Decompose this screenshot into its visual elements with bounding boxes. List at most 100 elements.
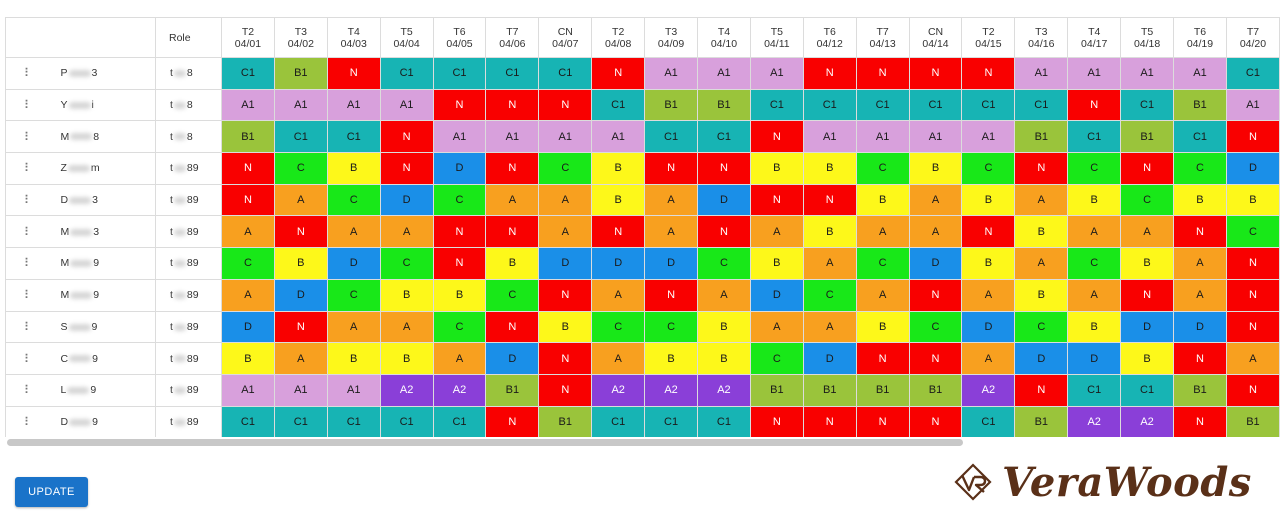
shift-cell[interactable]: A1 — [432, 120, 487, 154]
shift-cell[interactable]: C — [855, 247, 910, 280]
shift-cell[interactable]: C — [961, 152, 1016, 185]
shift-cell[interactable]: C — [273, 152, 328, 185]
shift-cell[interactable]: A1 — [1014, 57, 1069, 90]
shift-cell[interactable]: A1 — [221, 88, 275, 122]
shift-cell[interactable]: N — [485, 405, 540, 437]
shift-cell[interactable]: C1 — [1120, 88, 1175, 122]
shift-cell[interactable]: A — [1173, 278, 1227, 312]
shift-cell[interactable]: B — [485, 247, 540, 280]
shift-cell[interactable]: A1 — [538, 120, 593, 154]
shift-cell[interactable]: A2 — [432, 373, 487, 407]
shift-cell[interactable]: D — [1225, 152, 1280, 185]
shift-cell[interactable]: C — [432, 310, 487, 344]
shift-cell[interactable]: D — [432, 152, 487, 185]
shift-cell[interactable]: B — [538, 310, 593, 344]
shift-cell[interactable]: A — [908, 215, 963, 249]
shift-cell[interactable]: D — [1120, 310, 1175, 344]
shift-cell[interactable]: N — [221, 152, 275, 185]
shift-cell[interactable]: N — [485, 310, 540, 344]
shift-cell[interactable]: N — [1014, 373, 1069, 407]
shift-cell[interactable]: N — [749, 120, 804, 154]
shift-cell[interactable]: N — [273, 215, 328, 249]
shift-cell[interactable]: B1 — [749, 373, 804, 407]
shift-cell[interactable]: A — [273, 183, 328, 217]
shift-cell[interactable]: A — [538, 183, 593, 217]
shift-cell[interactable]: A — [749, 215, 804, 249]
shift-cell[interactable]: N — [1173, 215, 1227, 249]
shift-cell[interactable]: N — [855, 57, 910, 90]
shift-cell[interactable]: B1 — [1173, 373, 1227, 407]
shift-cell[interactable]: B — [697, 310, 751, 344]
shift-cell[interactable]: B1 — [221, 120, 275, 154]
shift-cell[interactable]: C1 — [273, 120, 328, 154]
shift-cell[interactable]: A — [1173, 247, 1227, 280]
shift-cell[interactable]: N — [221, 183, 275, 217]
shift-cell[interactable]: C — [326, 278, 381, 312]
shift-cell[interactable]: A2 — [1067, 405, 1122, 437]
shift-cell[interactable]: C — [591, 310, 646, 344]
shift-cell[interactable]: N — [802, 405, 857, 437]
shift-cell[interactable]: A2 — [591, 373, 646, 407]
shift-cell[interactable]: B1 — [855, 373, 910, 407]
shift-cell[interactable]: C — [802, 278, 857, 312]
shift-cell[interactable]: N — [1067, 88, 1122, 122]
drag-handle-icon[interactable]: ⠇ — [5, 342, 51, 375]
shift-cell[interactable]: N — [379, 152, 434, 185]
drag-handle-icon[interactable]: ⠇ — [5, 247, 51, 280]
shift-cell[interactable]: C1 — [1120, 373, 1175, 407]
shift-cell[interactable]: A1 — [326, 373, 381, 407]
shift-cell[interactable]: C — [749, 342, 804, 375]
shift-cell[interactable]: N — [961, 57, 1016, 90]
update-button[interactable]: UPDATE — [15, 477, 88, 507]
shift-cell[interactable]: A1 — [326, 88, 381, 122]
shift-cell[interactable]: N — [538, 278, 593, 312]
drag-handle-icon[interactable]: ⠇ — [5, 152, 51, 185]
shift-cell[interactable]: B — [591, 183, 646, 217]
shift-cell[interactable]: D — [697, 183, 751, 217]
shift-cell[interactable]: N — [749, 405, 804, 437]
shift-cell[interactable]: A — [961, 342, 1016, 375]
shift-cell[interactable]: B1 — [273, 57, 328, 90]
shift-cell[interactable]: D — [1173, 310, 1227, 344]
shift-cell[interactable]: A1 — [855, 120, 910, 154]
shift-cell[interactable]: B — [908, 152, 963, 185]
shift-cell[interactable]: N — [1173, 405, 1227, 437]
shift-cell[interactable]: A — [379, 310, 434, 344]
shift-cell[interactable]: C1 — [961, 405, 1016, 437]
shift-cell[interactable]: A1 — [961, 120, 1016, 154]
shift-cell[interactable]: B — [326, 342, 381, 375]
shift-cell[interactable]: B1 — [485, 373, 540, 407]
shift-cell[interactable]: A — [802, 310, 857, 344]
shift-cell[interactable]: B — [1067, 310, 1122, 344]
shift-cell[interactable]: N — [591, 215, 646, 249]
shift-cell[interactable]: N — [1225, 310, 1280, 344]
shift-cell[interactable]: C1 — [379, 405, 434, 437]
shift-cell[interactable]: D — [538, 247, 593, 280]
shift-cell[interactable]: C1 — [644, 120, 699, 154]
shift-cell[interactable]: C1 — [538, 57, 593, 90]
shift-cell[interactable]: N — [326, 57, 381, 90]
shift-cell[interactable]: A1 — [1120, 57, 1175, 90]
shift-cell[interactable]: A — [1014, 247, 1069, 280]
shift-cell[interactable]: A1 — [697, 57, 751, 90]
shift-cell[interactable]: B — [1120, 342, 1175, 375]
shift-cell[interactable]: C1 — [802, 88, 857, 122]
drag-handle-icon[interactable]: ⠇ — [5, 405, 51, 437]
shift-cell[interactable]: N — [697, 215, 751, 249]
shift-cell[interactable]: N — [855, 405, 910, 437]
shift-cell[interactable]: A — [538, 215, 593, 249]
shift-cell[interactable]: B — [273, 247, 328, 280]
shift-cell[interactable]: A1 — [908, 120, 963, 154]
shift-cell[interactable]: C1 — [326, 120, 381, 154]
shift-cell[interactable]: C1 — [697, 120, 751, 154]
shift-cell[interactable]: A1 — [273, 88, 328, 122]
shift-cell[interactable]: C1 — [379, 57, 434, 90]
shift-cell[interactable]: D — [326, 247, 381, 280]
shift-cell[interactable]: D — [1067, 342, 1122, 375]
shift-cell[interactable]: A1 — [1225, 88, 1280, 122]
shift-cell[interactable]: C1 — [749, 88, 804, 122]
drag-handle-icon[interactable]: ⠇ — [5, 310, 51, 344]
drag-handle-icon[interactable]: ⠇ — [5, 278, 51, 312]
shift-cell[interactable]: C — [379, 247, 434, 280]
shift-cell[interactable]: N — [538, 342, 593, 375]
